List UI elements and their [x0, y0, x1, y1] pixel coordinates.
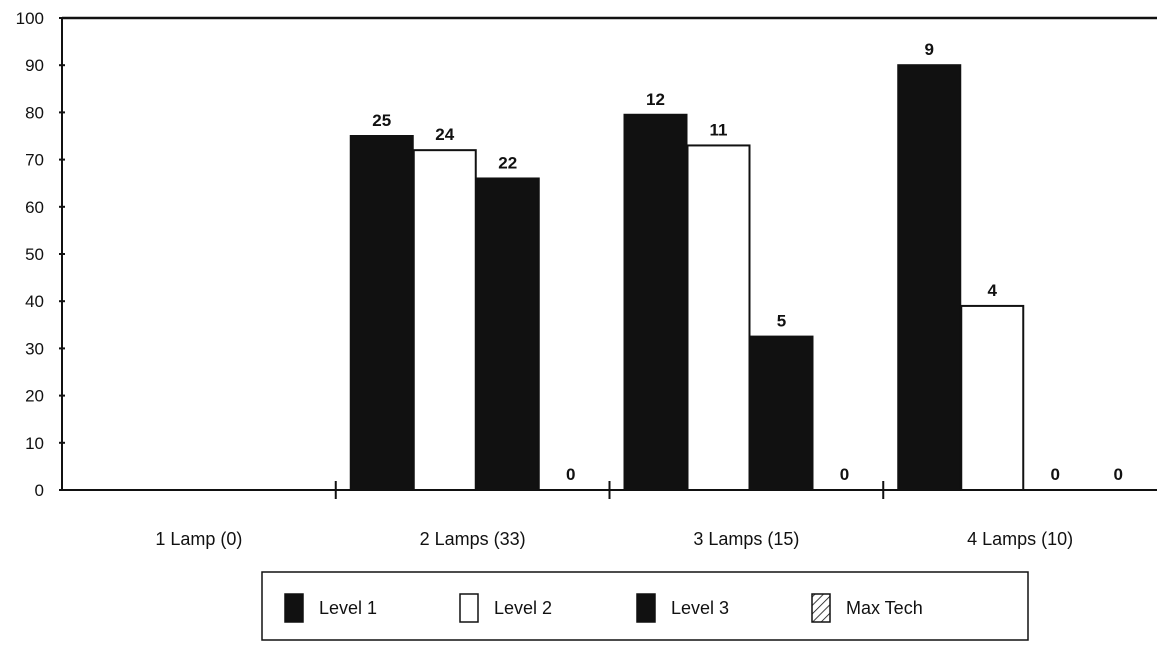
data-label: 4	[988, 281, 998, 300]
y-tick-label: 80	[25, 103, 44, 122]
data-label: 24	[435, 125, 454, 144]
data-label: 0	[840, 465, 849, 484]
data-labels: 25 24 22 0 12 11 5 0 9 4 0 0	[372, 40, 1123, 484]
bar-level-1	[897, 64, 962, 491]
y-tick-label: 0	[35, 481, 44, 500]
legend-swatch-max-tech	[811, 593, 831, 623]
data-label: 25	[372, 111, 391, 130]
y-tick-label: 10	[25, 434, 44, 453]
y-tick-label: 70	[25, 151, 44, 170]
bar-level-3	[475, 177, 540, 491]
y-tick-label: 100	[16, 9, 44, 28]
legend-swatch-level-3	[636, 593, 656, 623]
bar-level-3	[749, 335, 814, 491]
legend-label: Max Tech	[846, 598, 923, 618]
bar-level-1	[623, 113, 688, 491]
y-tick-label: 40	[25, 292, 44, 311]
data-label: 9	[925, 40, 934, 59]
legend-label: Level 1	[319, 598, 377, 618]
y-tick-label: 60	[25, 198, 44, 217]
y-tick-label: 20	[25, 387, 44, 406]
legend-label: Level 3	[671, 598, 729, 618]
bars	[349, 64, 1025, 492]
bar-level-1	[349, 135, 414, 491]
legend: Level 1 Level 2 Level 3 Max Tech	[261, 571, 1029, 641]
y-tick-label: 50	[25, 245, 44, 264]
bar-level-2	[960, 304, 1025, 492]
legend-label: Level 2	[494, 598, 552, 618]
data-label: 11	[710, 120, 728, 139]
x-category-label: 4 Lamps (10)	[967, 529, 1073, 549]
x-category-label: 1 Lamp (0)	[155, 529, 242, 549]
bar-level-2	[412, 149, 477, 491]
data-label: 0	[566, 465, 575, 484]
data-label: 0	[1114, 465, 1123, 484]
data-label: 5	[777, 312, 786, 331]
data-label: 22	[498, 153, 517, 172]
x-category-label: 3 Lamps (15)	[693, 529, 799, 549]
bar-level-2	[686, 144, 751, 491]
y-tick-label: 30	[25, 339, 44, 358]
legend-swatch-level-1	[284, 593, 304, 623]
data-label: 0	[1051, 465, 1060, 484]
y-tick-label: 90	[25, 56, 44, 75]
x-category-label: 2 Lamps (33)	[420, 529, 526, 549]
legend-swatch-level-2	[459, 593, 479, 623]
data-label: 12	[646, 90, 665, 109]
